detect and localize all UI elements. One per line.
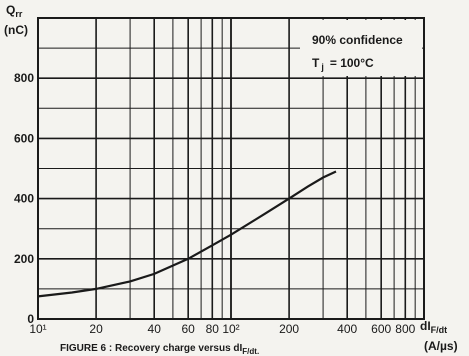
x-tick-label: 10² [222, 322, 239, 336]
x-tick-label: 800 [395, 322, 415, 336]
x-tick-label: 20 [89, 322, 103, 336]
y-tick-label: 400 [14, 192, 34, 206]
y-tick-label: 800 [14, 71, 34, 85]
y-axis-unit: (nC) [4, 23, 28, 37]
series-line [37, 170, 337, 298]
y-axis-label: Qrr [6, 3, 23, 19]
y-tick-label: 0 [27, 312, 34, 326]
x-tick-label: 60 [182, 322, 196, 336]
x-axis-label: dIF/dt [420, 319, 447, 335]
x-tick-label: 200 [279, 322, 299, 336]
x-tick-label: 400 [337, 322, 357, 336]
annotation-box [300, 20, 422, 76]
y-tick-labels: 0 200 400 600 800 [14, 71, 34, 326]
x-axis-unit: (A/µs) [424, 339, 458, 353]
x-tick-label: 40 [148, 322, 162, 336]
x-tick-label: 80 [206, 322, 220, 336]
x-tick-label: 600 [371, 322, 391, 336]
annotation-confidence: 90% confidence [312, 33, 403, 47]
x-tick-label: 10¹ [29, 322, 46, 336]
y-tick-label: 200 [14, 252, 34, 266]
x-tick-labels: 10¹ 20 40 60 80 10² 200 400 600 800 [29, 322, 415, 336]
plot-frame [37, 17, 425, 320]
figure-caption: FIGURE 6 : Recovery charge versus dIF/dt… [60, 343, 259, 356]
y-tick-label: 600 [14, 131, 34, 145]
